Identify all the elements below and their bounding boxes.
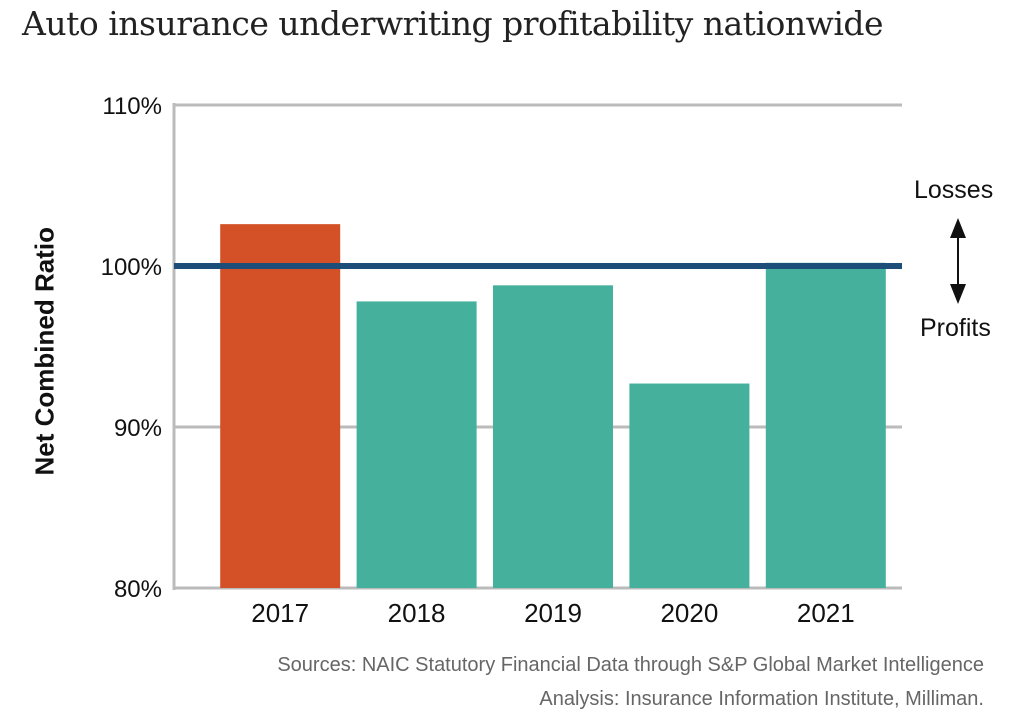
x-tick-label: 2021 (797, 598, 855, 628)
arrow-down-head (950, 284, 966, 304)
y-tick-labels: 80% 90% 100% 110% (101, 93, 162, 603)
y-tick-label: 100% (101, 254, 162, 281)
profits-annotation: Profits (920, 314, 991, 342)
bar-2019 (493, 285, 613, 588)
analysis-note: Analysis: Insurance Information Institut… (539, 688, 984, 710)
y-tick-label: 90% (114, 415, 162, 442)
x-tick-label: 2019 (524, 598, 582, 628)
bars (220, 224, 886, 588)
losses-annotation: Losses (914, 176, 994, 204)
bar-2017 (220, 224, 341, 588)
x-tick-label: 2017 (251, 598, 309, 628)
bar-2021 (765, 262, 886, 588)
x-tick-label: 2020 (660, 598, 718, 628)
losses-profits-arrow (950, 218, 966, 304)
bar-2018 (356, 301, 477, 588)
y-tick-label: 110% (102, 93, 162, 120)
x-tick-label: 2018 (388, 598, 446, 628)
sources-note: Sources: NAIC Statutory Financial Data t… (277, 654, 984, 676)
chart-title: Auto insurance underwriting profitabilit… (22, 4, 884, 43)
x-tick-labels: 2017 2018 2019 2020 2021 (251, 598, 854, 628)
y-tick-label: 80% (114, 576, 162, 603)
arrow-up-head (950, 218, 966, 238)
bar-2020 (629, 383, 750, 588)
